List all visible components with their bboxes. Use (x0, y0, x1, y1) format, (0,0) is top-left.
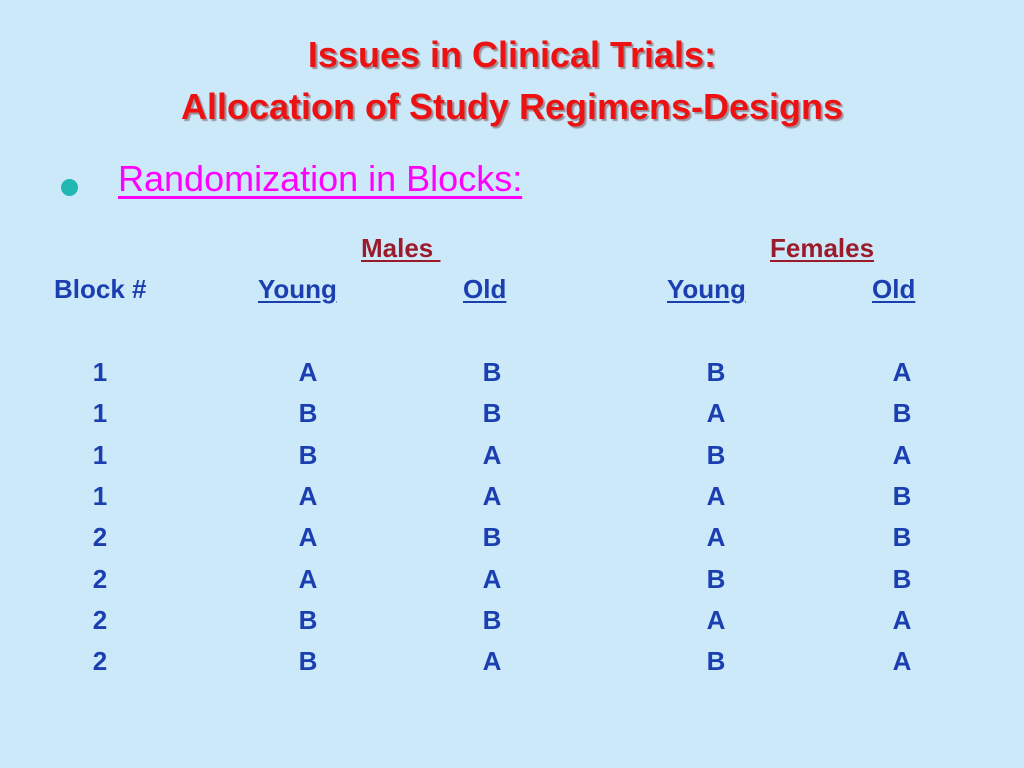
females-young-cell: B (706, 564, 726, 594)
circle-bullet-icon (61, 179, 78, 196)
females-young-cell: A (706, 398, 726, 428)
females-old-cell: A (892, 646, 912, 676)
males-old-header: Old (463, 274, 507, 304)
males-young-cell: B (298, 605, 318, 635)
block-number-cell: 2 (92, 605, 108, 635)
block-number-cell: 2 (92, 522, 108, 552)
females-old-cell: A (892, 357, 912, 387)
males-old-cell: A (482, 481, 502, 511)
block-number-cell: 2 (92, 646, 108, 676)
males-young-header: Young (258, 274, 337, 304)
males-old-cell: B (482, 522, 502, 552)
block-number-cell: 2 (92, 564, 108, 594)
females-old-cell: A (892, 440, 912, 470)
females-young-cell: A (706, 605, 726, 635)
females-old-cell: B (892, 398, 912, 428)
males-old-cell: B (482, 398, 502, 428)
males-young-cell: A (298, 564, 318, 594)
males-young-cell: B (298, 646, 318, 676)
males-old-cell: A (482, 440, 502, 470)
females-young-cell: A (706, 522, 726, 552)
bullet-heading: Randomization in Blocks: (118, 158, 523, 199)
females-old-cell: B (892, 564, 912, 594)
males-young-cell: B (298, 440, 318, 470)
females-old-header: Old (872, 274, 916, 304)
males-young-cell: A (298, 522, 318, 552)
females-young-header: Young (667, 274, 746, 304)
females-young-cell: B (706, 646, 726, 676)
females-young-cell: A (706, 481, 726, 511)
males-young-cell: B (298, 398, 318, 428)
block-number-cell: 1 (92, 398, 108, 428)
females-group-header: Females (770, 233, 875, 263)
females-old-cell: A (892, 605, 912, 635)
females-old-cell: B (892, 522, 912, 552)
block-number-header: Block # (54, 274, 147, 304)
males-young-cell: A (298, 357, 318, 387)
males-old-cell: B (482, 357, 502, 387)
females-young-cell: B (706, 440, 726, 470)
males-young-cell: A (298, 481, 318, 511)
males-old-cell: A (482, 646, 502, 676)
block-number-cell: 1 (92, 481, 108, 511)
block-number-cell: 1 (92, 440, 108, 470)
males-group-header: Males (361, 233, 441, 263)
slide-title-line-2: Allocation of Study Regimens-Designs (180, 86, 844, 127)
females-young-cell: B (706, 357, 726, 387)
males-old-cell: B (482, 605, 502, 635)
males-old-cell: A (482, 564, 502, 594)
slide-title-line-1: Issues in Clinical Trials: (307, 34, 717, 75)
block-number-cell: 1 (92, 357, 108, 387)
females-old-cell: B (892, 481, 912, 511)
